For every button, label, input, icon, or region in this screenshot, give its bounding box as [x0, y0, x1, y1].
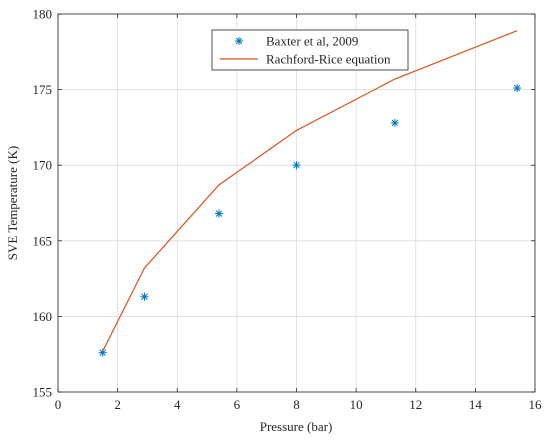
- baxter-data-point: [98, 348, 107, 357]
- legend-entry-label: Baxter et al, 2009: [266, 34, 358, 49]
- baxter-data-point: [214, 209, 223, 218]
- rachford-rice-line: [102, 30, 518, 352]
- x-tick-label: 8: [293, 397, 300, 412]
- legend-entry-label: Rachford-Rice equation: [266, 52, 391, 67]
- y-tick-label: 165: [33, 233, 53, 248]
- x-tick-label: 4: [174, 397, 181, 412]
- y-tick-label: 175: [33, 82, 53, 97]
- marker-stroke: [99, 349, 106, 356]
- marker-stroke: [215, 210, 223, 217]
- baxter-data-point: [292, 161, 301, 170]
- y-axis-label: SVE Temperature (K): [5, 146, 20, 260]
- x-tick-label: 6: [234, 397, 241, 412]
- baxter-data-point: [390, 118, 399, 127]
- x-axis-label: Pressure (bar): [260, 419, 333, 434]
- y-tick-label: 170: [33, 158, 53, 173]
- x-tick-label: 10: [350, 397, 363, 412]
- x-tick-label: 0: [55, 397, 62, 412]
- x-tick-label: 14: [469, 397, 483, 412]
- y-tick-label: 155: [33, 385, 53, 400]
- baxter-data-point: [513, 84, 522, 93]
- legend-marker-swatch: [235, 37, 243, 45]
- baxter-data-point: [140, 292, 149, 301]
- marker-stroke: [513, 84, 521, 92]
- x-tick-label: 2: [114, 397, 121, 412]
- marker-stroke: [391, 119, 399, 127]
- marker-stroke: [235, 37, 243, 45]
- marker-stroke: [141, 293, 148, 300]
- y-tick-label: 180: [33, 7, 53, 22]
- legend: Baxter et al, 2009 Rachford-Rice equation: [211, 29, 409, 71]
- x-tick-label: 16: [529, 397, 543, 412]
- y-tick-label: 160: [33, 309, 53, 324]
- x-tick-label: 12: [409, 397, 422, 412]
- legend-box: [211, 29, 409, 71]
- marker-stroke: [293, 161, 300, 169]
- tick-layer: 0 2 4 6 8 10 12 14 16 155 160 165 170 175 180: [33, 7, 543, 413]
- series-layer: [98, 30, 522, 357]
